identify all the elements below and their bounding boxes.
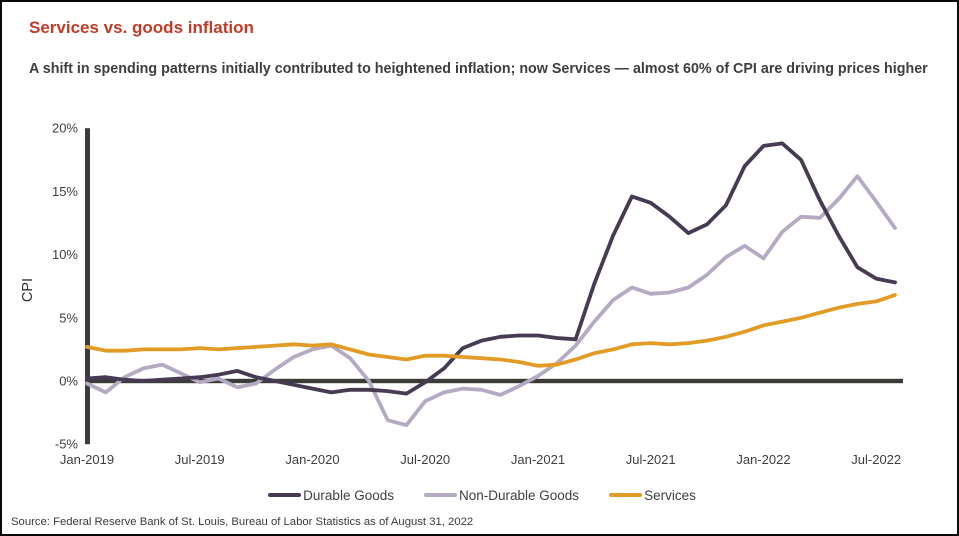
line-chart: 20% 15% 10% 5% 0% -5% Jan-2019 Jul-2019 Jan-2020… [2,112,957,482]
legend-item-non-durable-goods: Non-Durable Goods [423,487,580,503]
x-tick-label: Jan-2019 [60,452,114,467]
x-tick-label: Jan-2022 [736,452,790,467]
y-tick-label: 0% [59,374,78,389]
legend-label: Durable Goods [303,487,394,503]
legend-item-services: Services [609,488,696,503]
x-tick-label: Jul-2020 [400,452,450,467]
x-tick-label: Jan-2020 [285,452,339,467]
y-tick-label: 10% [52,247,78,262]
x-tick-label: Jul-2022 [851,452,901,467]
y-axis-line [85,128,90,445]
y-axis-title: CPI [20,278,36,302]
zero-baseline [87,378,903,384]
y-tick-label: 15% [52,184,78,199]
x-tick-label: Jul-2021 [626,452,676,467]
inflation-chart-svg: 20% 15% 10% 5% 0% -5%Jan-2019 Jul-2019 Jan-2020… [20,121,903,467]
y-tick-label: 5% [59,310,78,325]
chart-subtitle: A shift in spending patterns initially c… [29,61,928,77]
services-line-swatch [609,493,643,497]
non-durable-goods-line-swatch [423,493,457,497]
series-line-non-durable-goods [85,174,897,428]
y-tick-label: 20% [52,121,78,136]
chart-legend: Durable Goods Non-Durable Goods Services [62,485,902,505]
legend-label: Non-Durable Goods [458,487,580,503]
chart-title: Services vs. goods inflation [29,18,254,37]
series-line-durable-goods [85,141,897,396]
legend-item-durable-goods: Durable Goods [268,488,394,503]
source-note: Source: Federal Reserve Bank of St. Loui… [11,516,474,528]
x-tick-label: Jul-2019 [175,452,225,467]
durable-goods-line-swatch [268,493,302,497]
y-tick-label: -5% [55,437,79,452]
legend-label: Services [644,487,696,503]
series-line-services [85,293,897,368]
x-tick-label: Jan-2021 [511,452,565,467]
